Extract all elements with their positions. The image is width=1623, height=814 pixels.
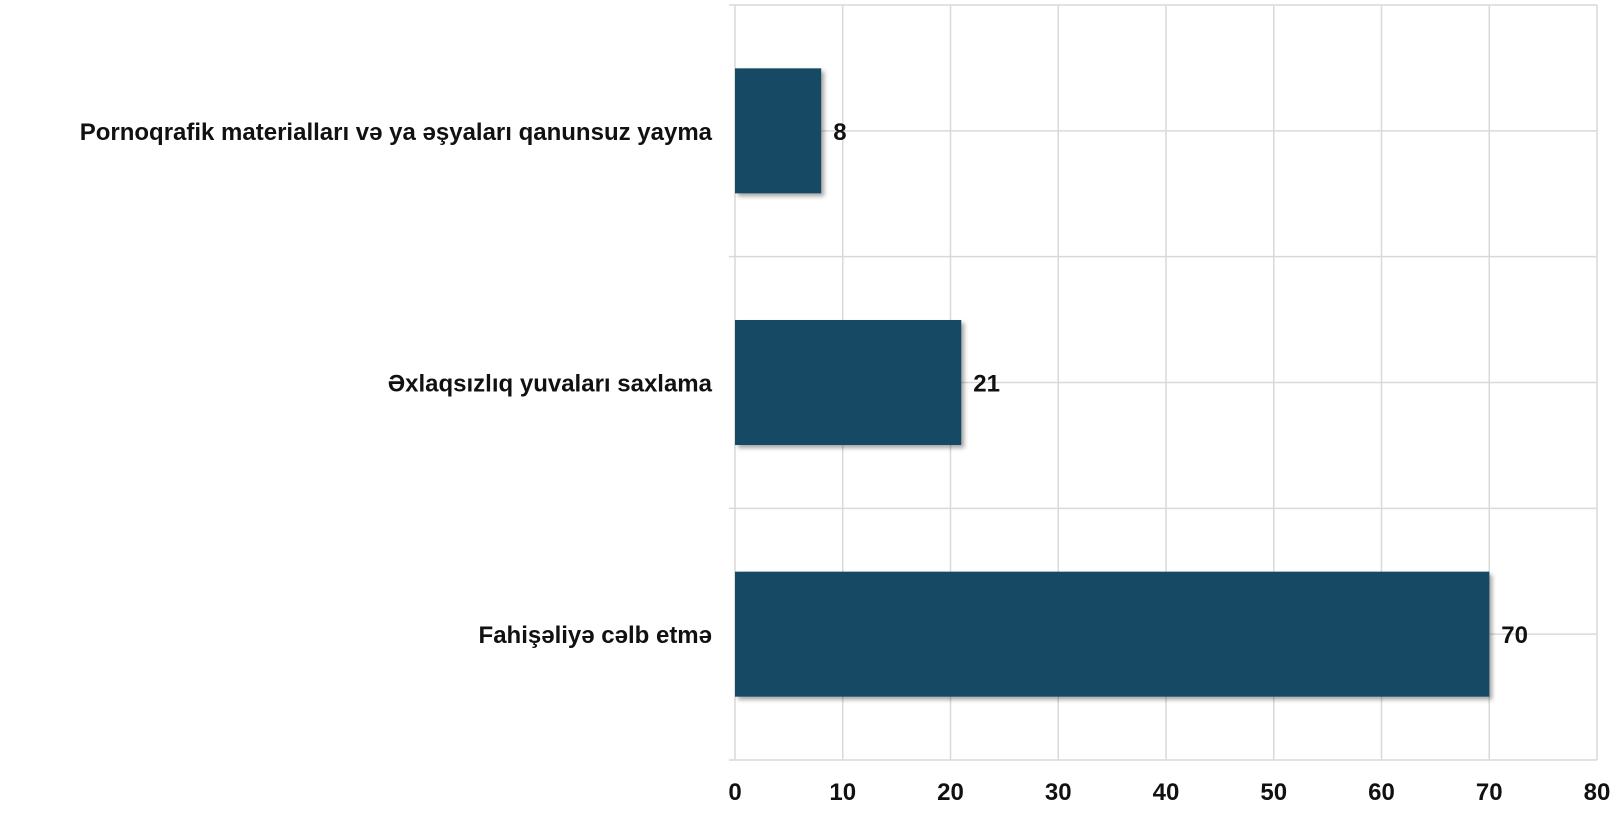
bar — [735, 320, 962, 445]
x-tick-label: 80 — [1584, 779, 1611, 806]
category-label: Pornoqrafik materialları və ya əşyaları … — [80, 119, 713, 146]
bar — [735, 68, 822, 194]
bar-layer — [735, 68, 1490, 697]
category-label: Fahişəliyə cəlb etmə — [479, 622, 712, 649]
x-tick-label: 10 — [829, 779, 856, 806]
label-layer: 0 10 20 30 40 50 60 70 80 8 Pornoqrafik materialla… — [80, 119, 1611, 806]
bar — [735, 571, 1490, 697]
x-tick-label: 70 — [1476, 779, 1503, 806]
x-tick-label: 60 — [1368, 779, 1395, 806]
category-label: Əxlaqsızlıq yuvaları saxlama — [388, 371, 713, 398]
x-tick-label: 50 — [1260, 779, 1287, 806]
x-tick-label: 0 — [728, 779, 741, 806]
x-tick-label: 20 — [937, 779, 964, 806]
grid-layer — [729, 4, 1598, 761]
data-label: 8 — [833, 119, 846, 146]
x-tick-label: 30 — [1045, 779, 1072, 806]
data-label: 70 — [1501, 622, 1528, 649]
x-tick-label: 40 — [1153, 779, 1180, 806]
data-label: 21 — [973, 371, 1000, 398]
